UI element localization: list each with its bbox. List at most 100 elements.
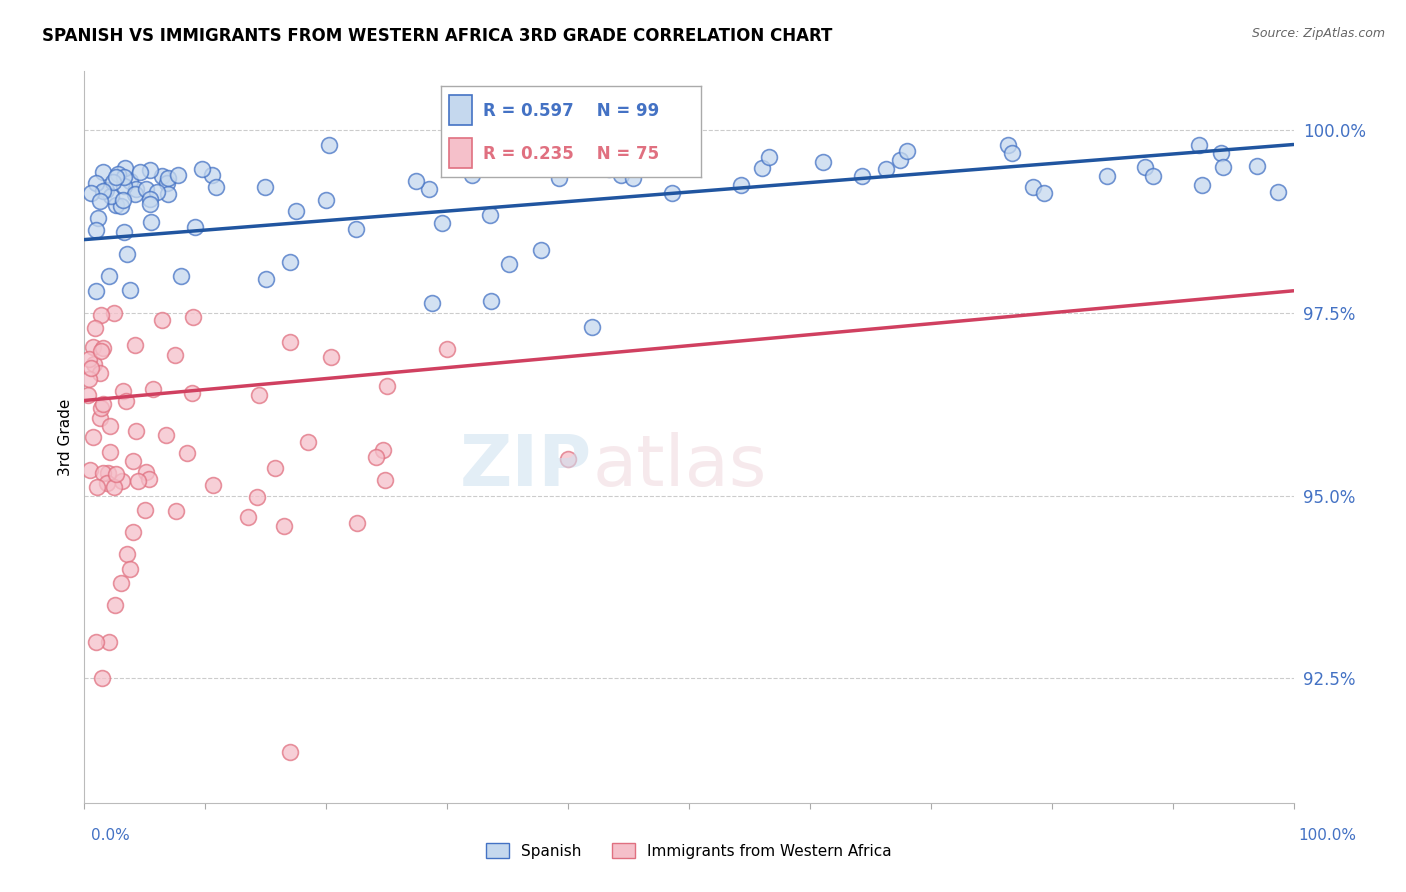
Point [285, 204, 308, 219]
Point [97, 467, 120, 481]
Point [91, 341, 114, 355]
Point [135, 465, 157, 479]
Point [751, 161, 773, 175]
Point [97, 269, 120, 284]
Point [156, 176, 179, 190]
Point [405, 173, 427, 187]
Point [104, 467, 127, 481]
Point [165, 504, 187, 518]
Point [134, 503, 156, 517]
Point [170, 269, 193, 284]
Point [181, 386, 204, 401]
Point [238, 510, 260, 524]
Point [86, 635, 108, 649]
Point [128, 164, 150, 178]
Point [623, 153, 645, 168]
Point [498, 257, 520, 271]
Point [1209, 145, 1232, 160]
Point [184, 220, 207, 235]
Point [479, 293, 502, 308]
Point [627, 154, 650, 169]
Point [104, 197, 127, 211]
Point [191, 161, 214, 176]
Point [93, 467, 115, 481]
Point [138, 163, 160, 178]
Point [79, 360, 101, 375]
Point [297, 435, 319, 450]
Point [661, 186, 683, 201]
Point [318, 138, 340, 153]
Point [77, 352, 100, 367]
Point [107, 167, 129, 181]
Point [557, 452, 579, 467]
Point [90, 308, 112, 322]
Point [374, 473, 396, 487]
Point [530, 243, 553, 257]
Point [1246, 160, 1268, 174]
Text: Source: ZipAtlas.com: Source: ZipAtlas.com [1251, 27, 1385, 40]
Point [100, 188, 122, 202]
Point [79, 463, 101, 477]
Point [1032, 186, 1054, 201]
Point [122, 454, 145, 468]
Point [896, 145, 918, 159]
Point [152, 169, 174, 184]
Point [548, 171, 571, 186]
Point [104, 169, 127, 184]
Point [1022, 180, 1045, 194]
Point [115, 393, 138, 408]
Point [373, 442, 395, 457]
Point [120, 562, 142, 576]
Point [997, 137, 1019, 152]
Point [91, 397, 114, 411]
Point [110, 576, 132, 591]
Point [127, 474, 149, 488]
Point [86, 480, 108, 494]
Text: ZIP: ZIP [460, 432, 592, 500]
Point [278, 254, 301, 268]
Point [150, 313, 173, 327]
Point [87, 211, 110, 225]
Point [643, 161, 665, 175]
Point [96, 476, 118, 491]
Point [93, 184, 115, 198]
Point [77, 388, 100, 402]
Point [112, 193, 135, 207]
Point [201, 168, 224, 182]
Point [889, 153, 911, 168]
Point [89, 194, 111, 209]
Point [83, 321, 105, 335]
Point [118, 174, 141, 188]
Point [366, 450, 388, 465]
Point [111, 474, 134, 488]
Point [124, 338, 146, 352]
Point [114, 161, 136, 176]
Point [1133, 161, 1156, 175]
Text: 0.0%: 0.0% [91, 828, 131, 843]
Point [89, 411, 111, 425]
Point [82, 340, 104, 354]
Point [610, 169, 633, 183]
Point [851, 169, 873, 183]
Point [1142, 169, 1164, 183]
Point [115, 547, 138, 561]
Point [121, 525, 143, 540]
Point [138, 192, 160, 206]
Point [247, 388, 270, 402]
Point [253, 179, 276, 194]
Point [418, 182, 440, 196]
Point [94, 183, 117, 197]
Text: 100.0%: 100.0% [1299, 828, 1357, 843]
Point [730, 178, 752, 193]
Point [163, 348, 186, 362]
Point [1212, 160, 1234, 174]
Point [1095, 169, 1118, 183]
Point [181, 310, 204, 324]
Point [142, 382, 165, 396]
Point [110, 199, 132, 213]
Point [103, 306, 125, 320]
Point [461, 169, 484, 183]
Point [112, 225, 135, 239]
Text: SPANISH VS IMMIGRANTS FROM WESTERN AFRICA 3RD GRADE CORRELATION CHART: SPANISH VS IMMIGRANTS FROM WESTERN AFRIC… [42, 27, 832, 45]
Point [1001, 145, 1024, 160]
